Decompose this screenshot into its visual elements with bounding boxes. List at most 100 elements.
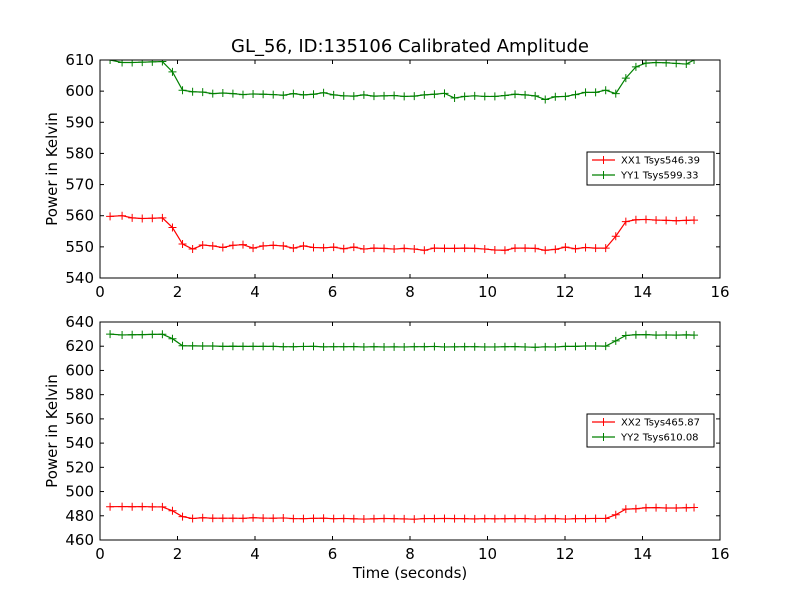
- data-point: [349, 342, 358, 351]
- data-point: [279, 342, 288, 351]
- data-point: [218, 243, 227, 252]
- x-tick-label: 12: [555, 545, 574, 563]
- data-point: [460, 92, 469, 101]
- data-point: [450, 244, 459, 253]
- data-point: [289, 514, 298, 523]
- data-point: [279, 91, 288, 100]
- data-point: [460, 514, 469, 523]
- data-point: [168, 334, 177, 343]
- data-point: [299, 514, 308, 523]
- data-point: [500, 246, 509, 255]
- y-tick-label: 620: [65, 337, 94, 355]
- data-point: [178, 341, 187, 350]
- x-tick-label: 4: [250, 283, 260, 301]
- data-point: [601, 342, 610, 351]
- data-point: [682, 60, 691, 69]
- data-point: [571, 90, 580, 99]
- data-point: [521, 244, 530, 253]
- data-point: [480, 245, 489, 254]
- data-point: [440, 89, 449, 98]
- data-point: [329, 243, 338, 252]
- x-tick-label: 16: [710, 545, 729, 563]
- y-tick-label: 500: [65, 483, 94, 501]
- x-tick-label: 12: [555, 283, 574, 301]
- data-point: [511, 514, 520, 523]
- x-tick-label: 8: [405, 545, 415, 563]
- data-point: [571, 244, 580, 253]
- data-point: [339, 514, 348, 523]
- data-point: [410, 92, 419, 101]
- data-point: [218, 514, 227, 523]
- data-point: [208, 89, 217, 98]
- data-point: [218, 89, 227, 98]
- x-tick-label: 14: [633, 283, 652, 301]
- data-point: [601, 514, 610, 523]
- data-point: [601, 86, 610, 95]
- data-point: [148, 330, 157, 339]
- data-point: [581, 341, 590, 350]
- data-point: [420, 246, 429, 255]
- data-point: [319, 88, 328, 97]
- data-point: [188, 87, 197, 96]
- data-point: [400, 244, 409, 253]
- data-point: [349, 92, 358, 101]
- x-tick-label: 6: [328, 545, 338, 563]
- data-point: [188, 514, 197, 523]
- data-point: [561, 515, 570, 524]
- data-point: [541, 95, 550, 104]
- y-tick-label: 570: [65, 176, 94, 194]
- data-point: [118, 330, 127, 339]
- data-point: [158, 213, 167, 222]
- y-tick-label: 590: [65, 113, 94, 131]
- data-point: [138, 330, 147, 339]
- data-point: [359, 245, 368, 254]
- data-point: [470, 91, 479, 100]
- data-point: [690, 503, 699, 512]
- data-point: [148, 214, 157, 223]
- data-point: [168, 67, 177, 76]
- data-point: [168, 506, 177, 515]
- data-point: [470, 244, 479, 253]
- data-point: [369, 514, 378, 523]
- data-point: [238, 90, 247, 99]
- data-point: [106, 60, 115, 64]
- data-point: [621, 74, 630, 83]
- data-point: [490, 92, 499, 101]
- data-point: [198, 513, 207, 522]
- y-tick-label: 540: [65, 269, 94, 287]
- x-tick-label: 10: [478, 283, 497, 301]
- data-point: [299, 90, 308, 99]
- data-point: [541, 246, 550, 255]
- data-point: [118, 502, 127, 511]
- data-point: [591, 514, 600, 523]
- data-point: [521, 514, 530, 523]
- data-point: [198, 240, 207, 249]
- data-point: [500, 91, 509, 100]
- legend-label: XX2 Tsys465.87: [621, 418, 700, 429]
- data-point: [410, 245, 419, 254]
- data-point: [450, 514, 459, 523]
- y-tick-label: 560: [65, 410, 94, 428]
- data-point: [690, 331, 699, 340]
- data-point: [531, 343, 540, 352]
- data-point: [621, 331, 630, 340]
- data-point: [420, 90, 429, 99]
- data-point: [551, 92, 560, 101]
- data-point: [682, 330, 691, 339]
- data-point: [652, 503, 661, 512]
- x-tick-label: 8: [405, 283, 415, 301]
- data-point: [430, 90, 439, 99]
- data-point: [551, 342, 560, 351]
- x-tick-label: 6: [328, 283, 338, 301]
- data-point: [269, 90, 278, 99]
- data-point: [390, 342, 399, 351]
- data-point: [611, 510, 620, 519]
- data-point: [652, 60, 661, 67]
- data-point: [430, 342, 439, 351]
- data-point: [430, 244, 439, 253]
- chart-title: GL_56, ID:135106 Calibrated Amplitude: [231, 36, 589, 57]
- data-point: [178, 240, 187, 249]
- y-tick-label: 540: [65, 434, 94, 452]
- data-point: [329, 514, 338, 523]
- y-tick-label: 580: [65, 386, 94, 404]
